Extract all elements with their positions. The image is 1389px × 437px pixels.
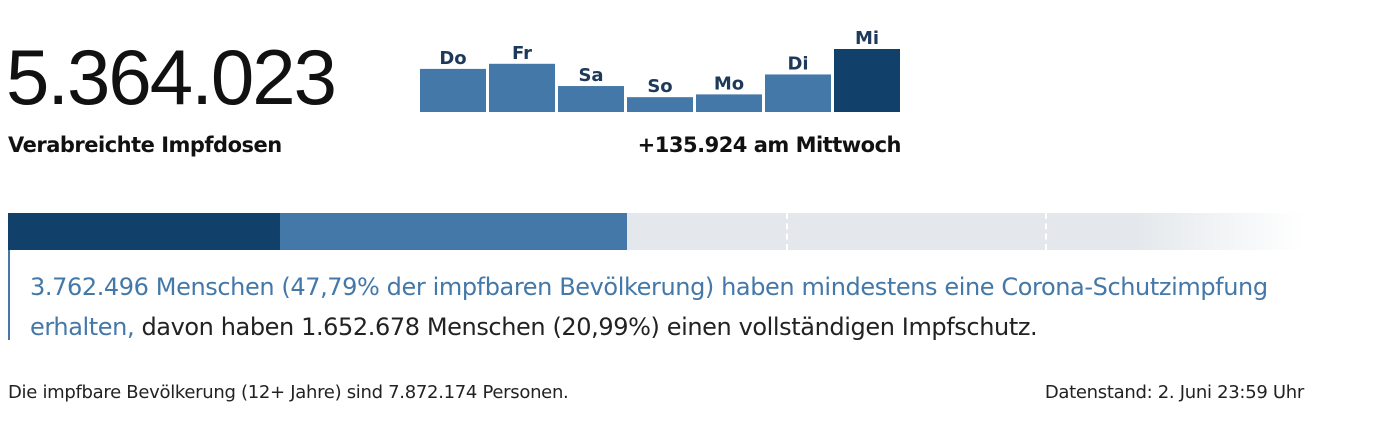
bar-mi	[834, 49, 900, 112]
bar-di	[765, 74, 831, 112]
daily-change-label: +135.924 am Mittwoch	[637, 133, 902, 157]
vaccination-description: 3.762.496 Menschen (47,79% der impfbaren…	[8, 250, 1308, 341]
bar-label-sa: Sa	[578, 65, 603, 86]
bar-do	[420, 68, 486, 112]
bar-label-mo: Mo	[714, 73, 744, 94]
bar-label-di: Di	[787, 53, 808, 74]
description-first-dose-text: 3.762.496 Menschen (47,79% der impfbaren…	[30, 273, 1268, 341]
bar-label-so: So	[647, 76, 672, 97]
population-note: Die impfbare Bevölkerung (12+ Jahre) sin…	[8, 382, 569, 403]
progress-first-dose	[280, 213, 628, 250]
bar-label-fr: Fr	[512, 43, 532, 64]
bar-fr	[489, 63, 555, 112]
vaccination-progress-bar	[8, 213, 1304, 250]
progress-tick-2	[1044, 213, 1047, 250]
progress-fully-vaccinated	[8, 213, 281, 250]
daily-doses-chart: Do Fr Sa So Mo Di Mi	[420, 28, 900, 112]
description-full-text: davon haben 1.652.678 Menschen (20,99%) …	[134, 313, 1038, 341]
bar-label-mi: Mi	[855, 28, 879, 49]
bar-label-do: Do	[439, 48, 466, 69]
bar-sa	[558, 86, 624, 112]
progress-remaining	[627, 213, 1304, 250]
bar-so	[627, 97, 693, 112]
data-timestamp: Datenstand: 2. Juni 23:59 Uhr	[1044, 382, 1304, 403]
bar-mo	[696, 94, 762, 112]
progress-tick-1	[785, 213, 788, 250]
total-doses-label: Verabreichte Impfdosen	[8, 133, 282, 157]
total-doses-number: 5.364.023	[6, 33, 337, 121]
